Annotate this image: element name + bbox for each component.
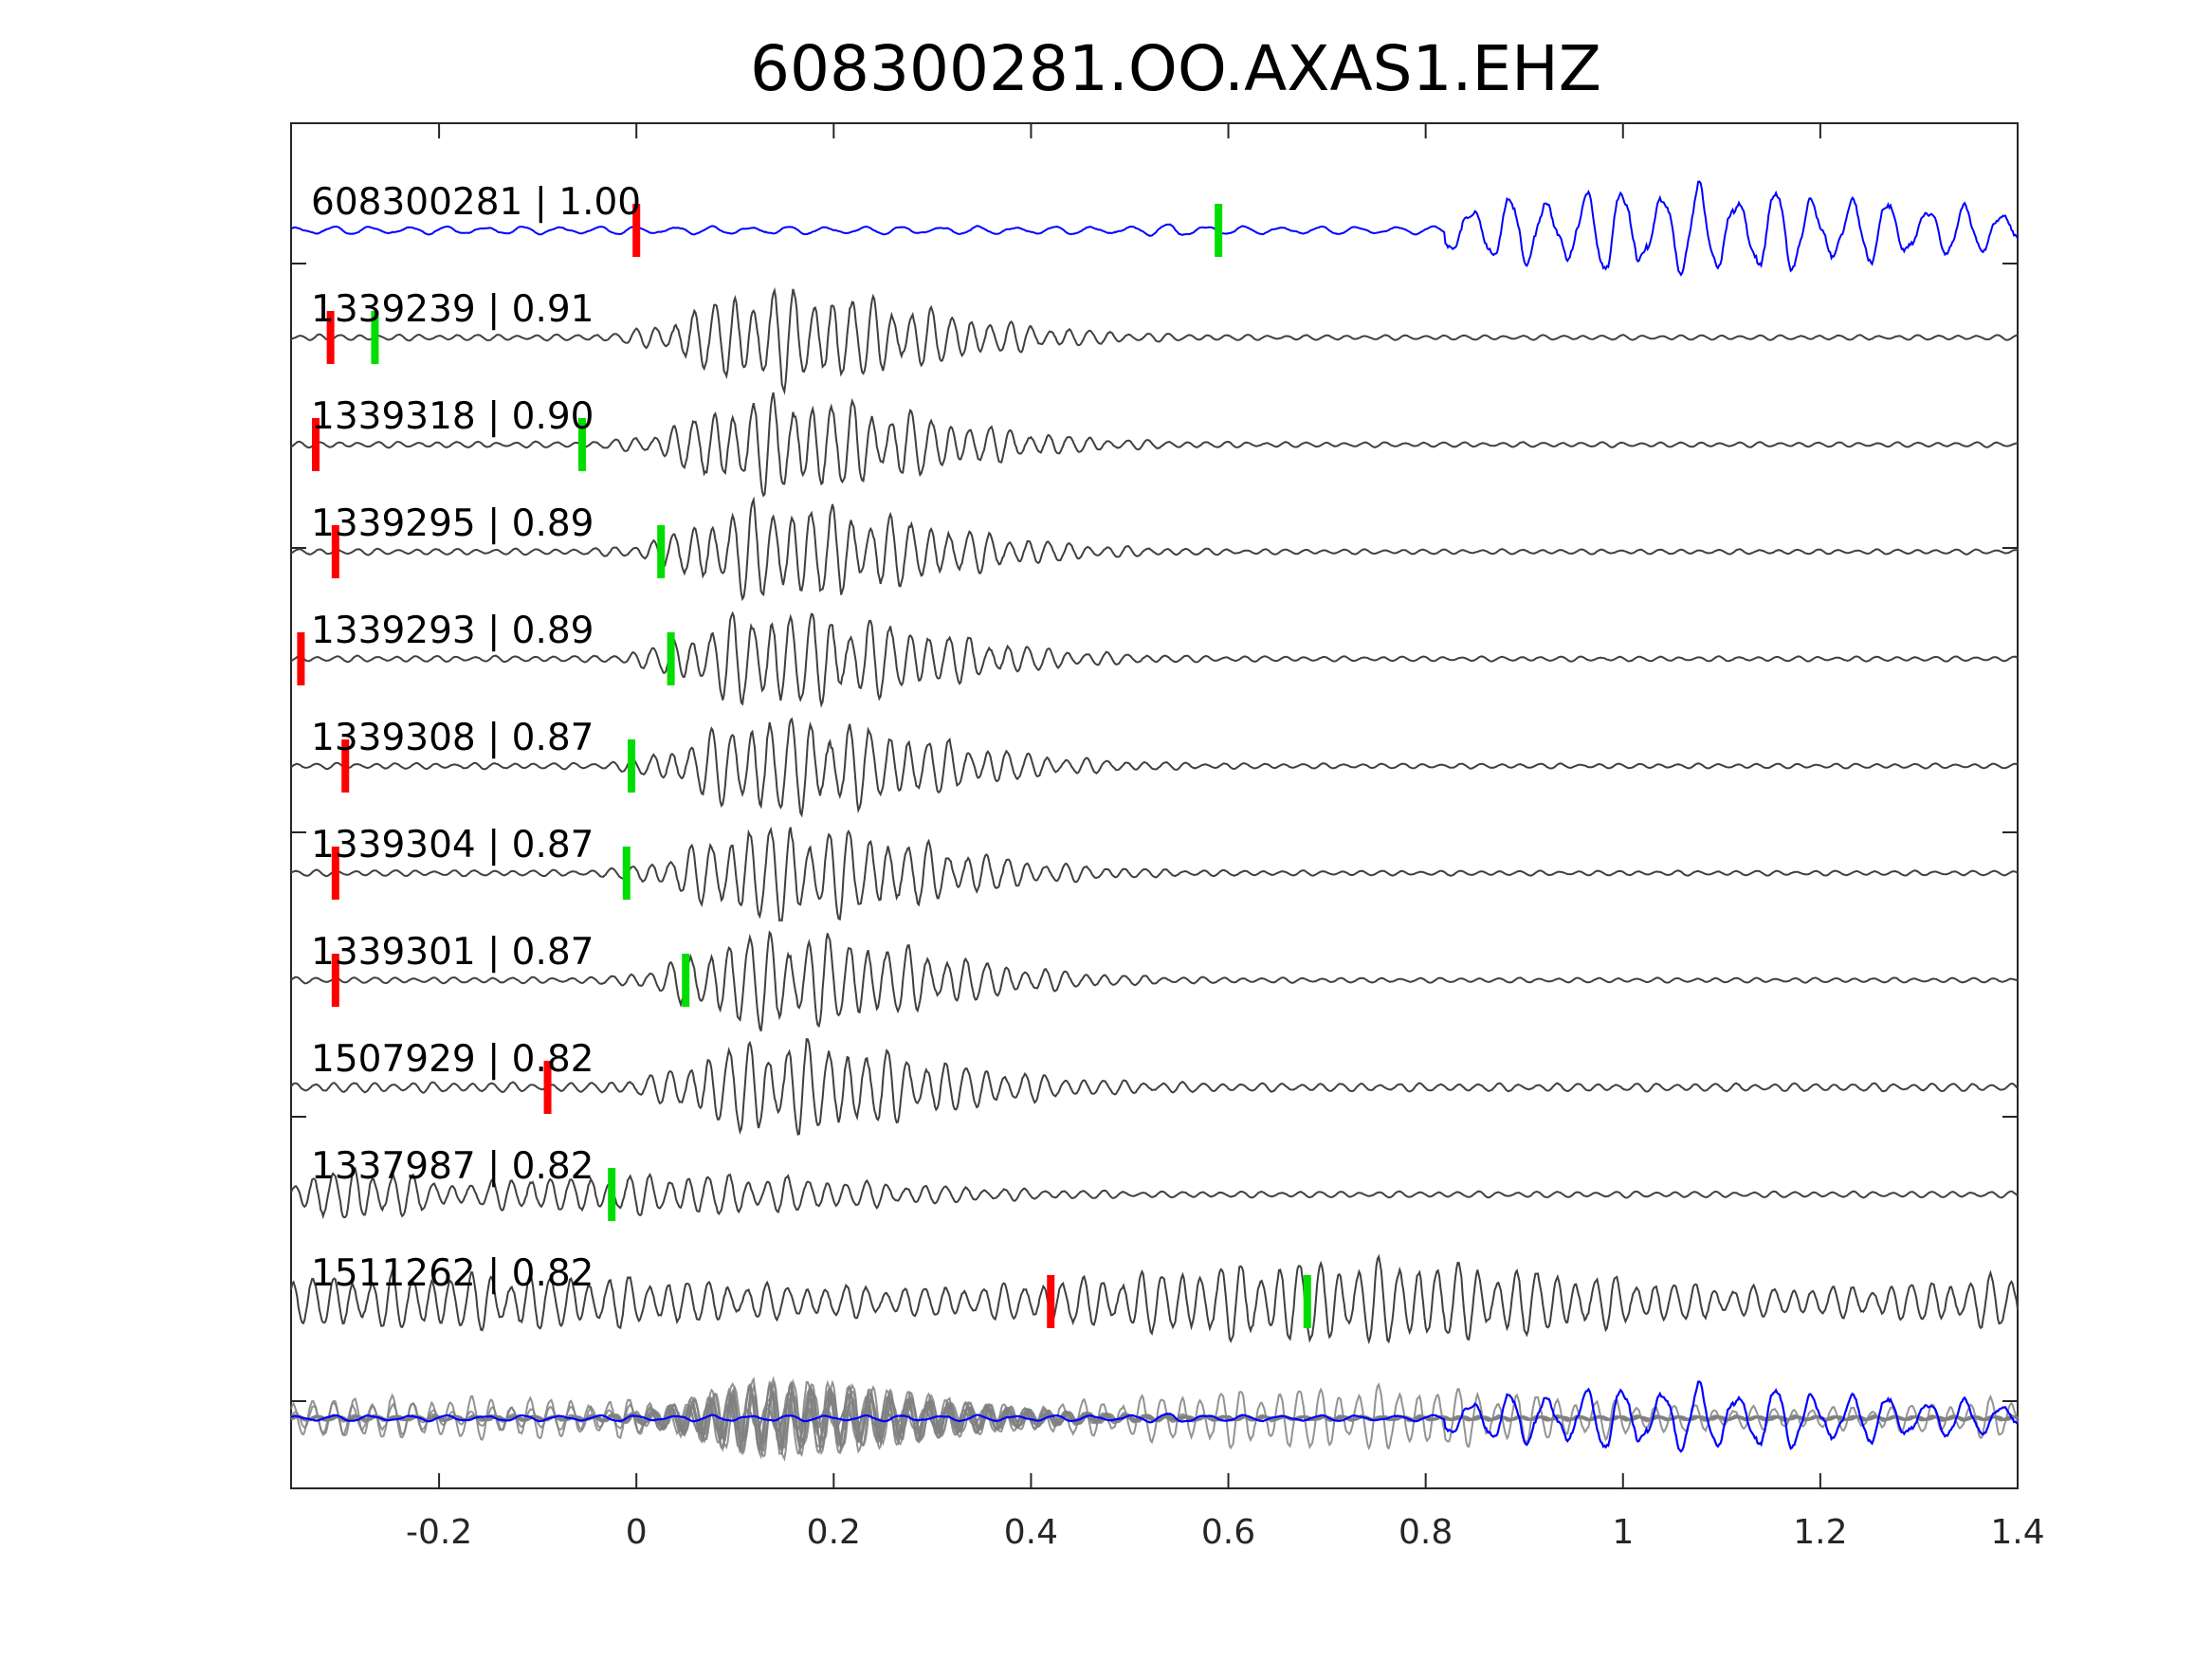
trace-label-1507929: 1507929 | 0.82 (311, 1038, 594, 1081)
picks (297, 204, 1311, 1328)
trace-label-1511262: 1511262 | 0.82 (311, 1252, 594, 1295)
trace-1339239 (290, 286, 2019, 395)
x-tick-label: 1.4 (1990, 1513, 2044, 1552)
x-tick-label: 0.4 (1004, 1513, 1058, 1552)
traces (290, 180, 2019, 1345)
x-tick-label: 0.6 (1201, 1513, 1255, 1552)
x-tick-label: 1.2 (1793, 1513, 1847, 1552)
x-tick-label: 0.8 (1398, 1513, 1453, 1552)
x-tick-label: 0 (626, 1513, 648, 1552)
trace-label-1339304: 1339304 | 0.87 (311, 824, 594, 866)
x-ticks: -0.2 0 0.2 0.4 0.6 0.8 1 1.2 1.4 (406, 123, 2045, 1552)
x-tick-label: -0.2 (406, 1513, 472, 1552)
trace-1339308 (290, 717, 2019, 818)
stack-trace-608300281 (290, 1380, 2019, 1453)
stacked-overlay (290, 1375, 2019, 1462)
trace-label-1339293: 1339293 | 0.89 (311, 610, 594, 652)
trace-1339301 (290, 930, 2019, 1032)
trace-1507929 (290, 1038, 2019, 1136)
trace-label-1339301: 1339301 | 0.87 (311, 931, 594, 974)
stack-trace-1511262 (290, 1382, 2019, 1450)
trace-label-1337987: 1337987 | 0.82 (311, 1145, 594, 1188)
trace-label-1339239: 1339239 | 0.91 (311, 288, 594, 331)
y-ticks (291, 263, 2018, 1402)
trace-labels: 608300281 | 1.00 1339239 | 0.91 1339318 | … (311, 181, 641, 1295)
chart-title: 608300281.OO.AXAS1.EHZ (750, 32, 1601, 105)
trace-608300281 (290, 180, 2019, 277)
trace-label-1339318: 1339318 | 0.90 (311, 395, 594, 438)
trace-1511262 (290, 1253, 2019, 1345)
x-tick-label: 0.2 (807, 1513, 861, 1552)
trace-1339295 (290, 496, 2019, 602)
trace-1339293 (290, 611, 2019, 708)
x-tick-label: 1 (1612, 1513, 1634, 1552)
trace-1337987 (290, 1166, 2019, 1220)
trace-label-1339295: 1339295 | 0.89 (311, 502, 594, 545)
plot-area: -0.2 0 0.2 0.4 0.6 0.8 1 1.2 1.4 608300281 | 1.0… (290, 122, 2045, 1552)
trace-label-1339308: 1339308 | 0.87 (311, 717, 594, 759)
trace-label-608300281: 608300281 | 1.00 (311, 181, 641, 224)
axes-box (290, 122, 2019, 1489)
trace-1339304 (290, 826, 2019, 922)
